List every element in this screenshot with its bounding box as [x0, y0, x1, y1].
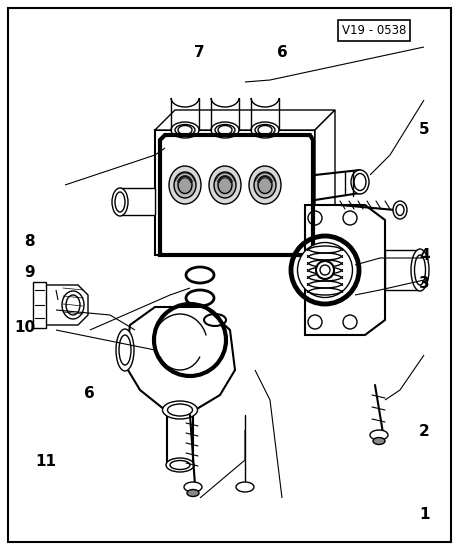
Text: V19 - 0538: V19 - 0538 — [342, 24, 406, 37]
Ellipse shape — [214, 172, 236, 198]
Ellipse shape — [373, 437, 385, 444]
Ellipse shape — [169, 166, 201, 204]
Ellipse shape — [184, 482, 202, 492]
Polygon shape — [385, 250, 420, 290]
Ellipse shape — [249, 166, 281, 204]
Text: 4: 4 — [419, 248, 430, 263]
Ellipse shape — [236, 482, 254, 492]
Ellipse shape — [209, 166, 241, 204]
Polygon shape — [120, 188, 155, 215]
Ellipse shape — [254, 172, 276, 198]
Text: 6: 6 — [277, 45, 288, 60]
Ellipse shape — [297, 243, 353, 298]
Polygon shape — [125, 307, 235, 410]
Ellipse shape — [166, 458, 194, 472]
Text: 11: 11 — [35, 454, 56, 470]
Ellipse shape — [411, 249, 429, 291]
Ellipse shape — [112, 188, 128, 216]
Ellipse shape — [218, 177, 232, 194]
Polygon shape — [155, 130, 315, 255]
Text: 5: 5 — [419, 122, 430, 137]
Ellipse shape — [211, 122, 239, 138]
Polygon shape — [315, 110, 335, 255]
Circle shape — [343, 315, 357, 329]
Ellipse shape — [187, 490, 199, 497]
Circle shape — [308, 211, 322, 225]
Ellipse shape — [351, 170, 369, 194]
Text: 9: 9 — [24, 265, 35, 280]
Ellipse shape — [316, 261, 334, 279]
Ellipse shape — [178, 177, 192, 194]
Polygon shape — [305, 205, 385, 335]
Text: 7: 7 — [194, 45, 205, 60]
Ellipse shape — [174, 172, 196, 198]
Text: 1: 1 — [420, 507, 430, 522]
Polygon shape — [33, 282, 46, 328]
Ellipse shape — [393, 201, 407, 219]
Ellipse shape — [171, 122, 199, 138]
Text: 3: 3 — [419, 276, 430, 291]
Ellipse shape — [251, 122, 279, 138]
Circle shape — [343, 211, 357, 225]
Ellipse shape — [116, 329, 134, 371]
Ellipse shape — [162, 401, 197, 419]
Ellipse shape — [258, 177, 272, 194]
Polygon shape — [46, 285, 88, 325]
Text: 2: 2 — [419, 424, 430, 439]
Polygon shape — [155, 110, 335, 130]
Text: 8: 8 — [24, 234, 35, 250]
Circle shape — [308, 315, 322, 329]
Ellipse shape — [370, 430, 388, 440]
Text: 6: 6 — [84, 386, 95, 401]
Ellipse shape — [62, 291, 84, 319]
Text: 10: 10 — [15, 320, 36, 335]
